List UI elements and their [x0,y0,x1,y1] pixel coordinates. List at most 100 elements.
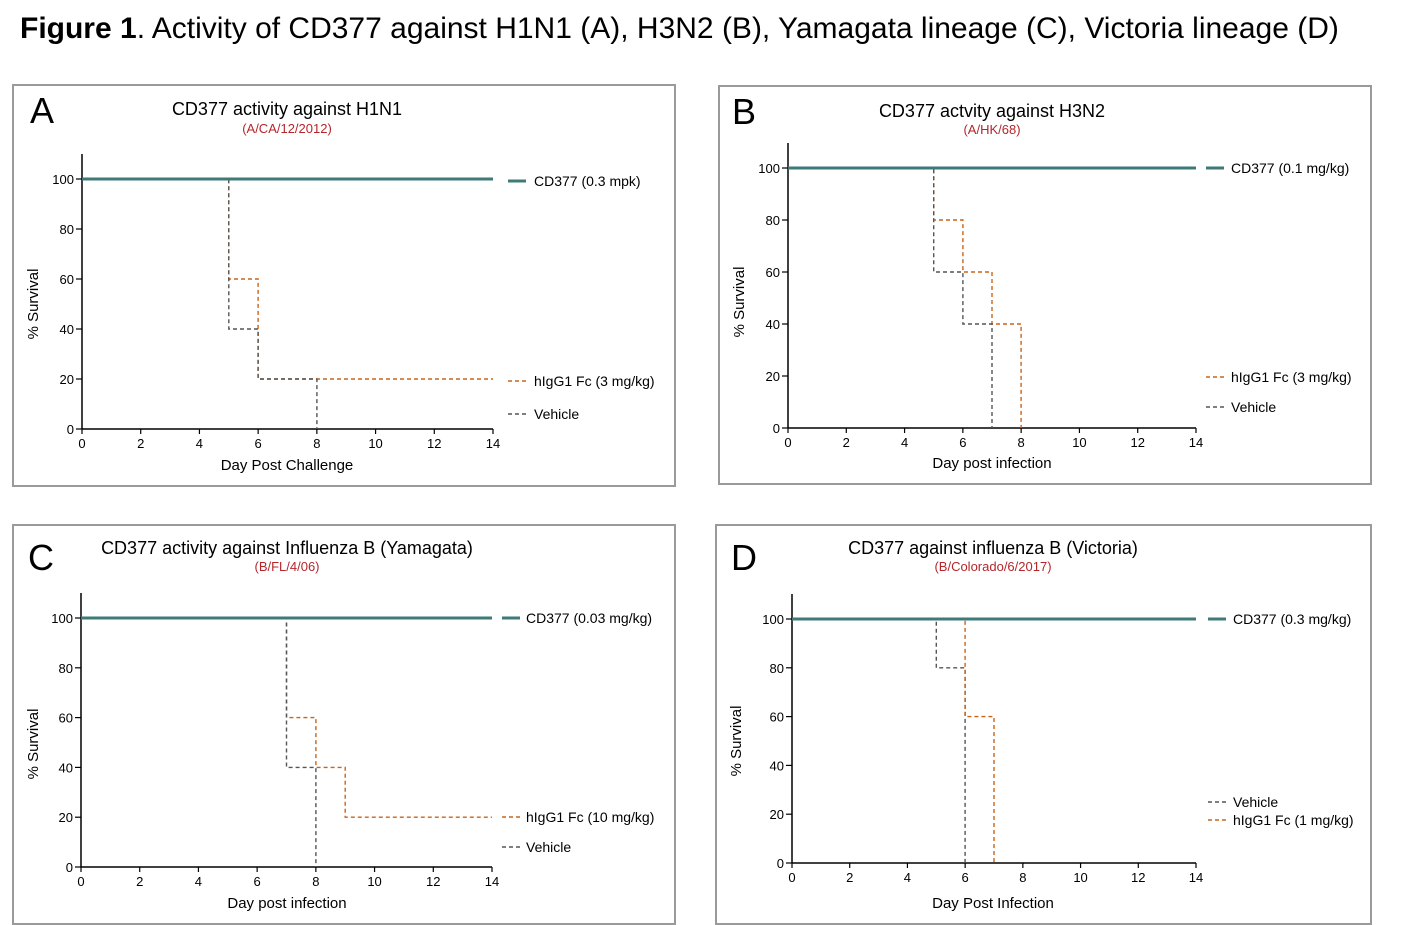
x-tick-label: 0 [788,870,795,885]
legend-label: Vehicle [1231,399,1276,415]
chart-b: B CD377 actvity against H3N2(A/HK/68) 0 20 4… [731,91,1352,472]
x-tick-label: 10 [1073,870,1087,885]
x-tick-label: 8 [1019,870,1026,885]
series-line-higg1 [81,617,492,818]
y-tick-label: 100 [762,612,784,627]
legend-label: CD377 (0.1 mg/kg) [1231,160,1349,176]
y-tick-label: 0 [67,422,74,437]
x-tick-label: 12 [426,874,440,889]
series-line-higg1 [82,178,493,380]
panel-letter: A [30,90,54,131]
chart-a: A CD377 activity against H1N1 (A/CA/12/201… [25,90,655,474]
y-tick-label: 40 [60,322,74,337]
legend-label: CD377 (0.3 mpk) [534,173,641,189]
series-line-vehicle [788,167,993,428]
y-tick-label: 80 [59,661,73,676]
y-tick-label: 20 [766,369,780,384]
y-axis-label: % Survival [731,267,748,338]
x-tick-label: 4 [904,870,911,885]
x-tick-label: 14 [1189,870,1203,885]
x-tick-label: 6 [959,435,966,450]
panel-b: B CD377 actvity against H3N2 (A/HK/68) 0 20 4… [718,85,1372,485]
y-axis-label: % Survival [25,709,42,780]
x-axis-label: Day post infection [932,455,1051,472]
chart-title: CD377 activity against H1N1 [172,99,402,119]
chart-title: CD377 activity against Influenza B (Yama… [101,538,473,558]
y-tick-label: 40 [766,317,780,332]
legend-label: Vehicle [534,406,579,422]
legend-label: hIgG1 Fc (3 mg/kg) [1231,369,1352,385]
y-tick-label: 0 [777,856,784,871]
legend-label: hIgG1 Fc (1 mg/kg) [1233,812,1354,828]
x-tick-label: 6 [255,436,262,451]
chart-title: CD377 actvity against H3N2 [879,101,1105,121]
x-tick-label: 8 [313,436,320,451]
x-tick-label: 14 [1189,435,1203,450]
y-axis-label: % Survival [25,269,42,340]
panel-c: C CD377 activity against Influenza B (Yam… [12,524,676,925]
panel-a: A CD377 activity against H1N1 (A/CA/12/201… [12,84,676,487]
y-tick-label: 100 [52,172,74,187]
x-tick-label: 2 [136,874,143,889]
y-tick-label: 60 [770,710,784,725]
legend-label: hIgG1 Fc (10 mg/kg) [526,809,654,825]
y-tick-label: 80 [60,222,74,237]
chart-subtitle: (B/FL/4/06) [254,559,319,574]
x-tick-label: 8 [312,874,319,889]
x-tick-label: 8 [1018,435,1025,450]
y-tick-label: 20 [60,372,74,387]
x-tick-label: 14 [486,436,500,451]
chart-subtitle: (A/CA/12/2012) [242,121,332,136]
x-tick-label: 12 [1130,435,1144,450]
chart-subtitle: (A/HK/68) [963,122,1020,137]
panel-letter: B [732,91,756,132]
figure-caption: . Activity of CD377 against H1N1 (A), H3… [136,12,1339,45]
x-tick-label: 12 [427,436,441,451]
x-tick-label: 10 [1072,435,1086,450]
y-tick-label: 100 [758,161,780,176]
y-tick-label: 0 [773,421,780,436]
x-tick-label: 0 [784,435,791,450]
x-tick-label: 4 [901,435,908,450]
y-axis-label: % Survival [728,706,745,777]
x-tick-label: 12 [1131,870,1145,885]
series-line-vehicle [82,178,318,429]
y-tick-label: 40 [770,758,784,773]
chart-title: CD377 against influenza B (Victoria) [848,538,1138,558]
series-line-higg1 [792,618,995,863]
y-tick-label: 60 [60,272,74,287]
figure-title: Figure 1. Activity of CD377 against H1N1… [20,12,1339,46]
y-tick-label: 80 [766,213,780,228]
x-tick-label: 6 [254,874,261,889]
x-tick-label: 2 [846,870,853,885]
x-tick-label: 6 [962,870,969,885]
series-line-vehicle [81,617,317,867]
legend-label: Vehicle [526,839,571,855]
panel-d: D CD377 against influenza B (Victoria) (B/… [715,524,1372,925]
legend-label: hIgG1 Fc (3 mg/kg) [534,373,655,389]
chart-subtitle: (B/Colorado/6/2017) [934,559,1051,574]
legend-label: CD377 (0.03 mg/kg) [526,610,652,626]
chart-c: C CD377 activity against Influenza B (Yam… [25,537,654,912]
x-tick-label: 0 [77,874,84,889]
series-line-higg1 [788,167,1022,428]
x-tick-label: 14 [485,874,499,889]
y-tick-label: 60 [59,711,73,726]
x-axis-label: Day Post Challenge [221,457,354,474]
x-axis-label: Day Post Infection [932,895,1054,912]
x-tick-label: 0 [78,436,85,451]
y-tick-label: 0 [66,860,73,875]
y-tick-label: 60 [766,265,780,280]
x-tick-label: 4 [196,436,203,451]
y-tick-label: 40 [59,760,73,775]
x-tick-label: 4 [195,874,202,889]
y-tick-label: 20 [770,807,784,822]
series-line-vehicle [792,618,966,863]
legend-label: CD377 (0.3 mg/kg) [1233,611,1351,627]
panel-letter: D [731,537,757,578]
legend-label: Vehicle [1233,794,1278,810]
y-tick-label: 20 [59,810,73,825]
panel-letter: C [28,537,54,578]
x-tick-label: 10 [368,436,382,451]
x-axis-label: Day post infection [227,895,346,912]
